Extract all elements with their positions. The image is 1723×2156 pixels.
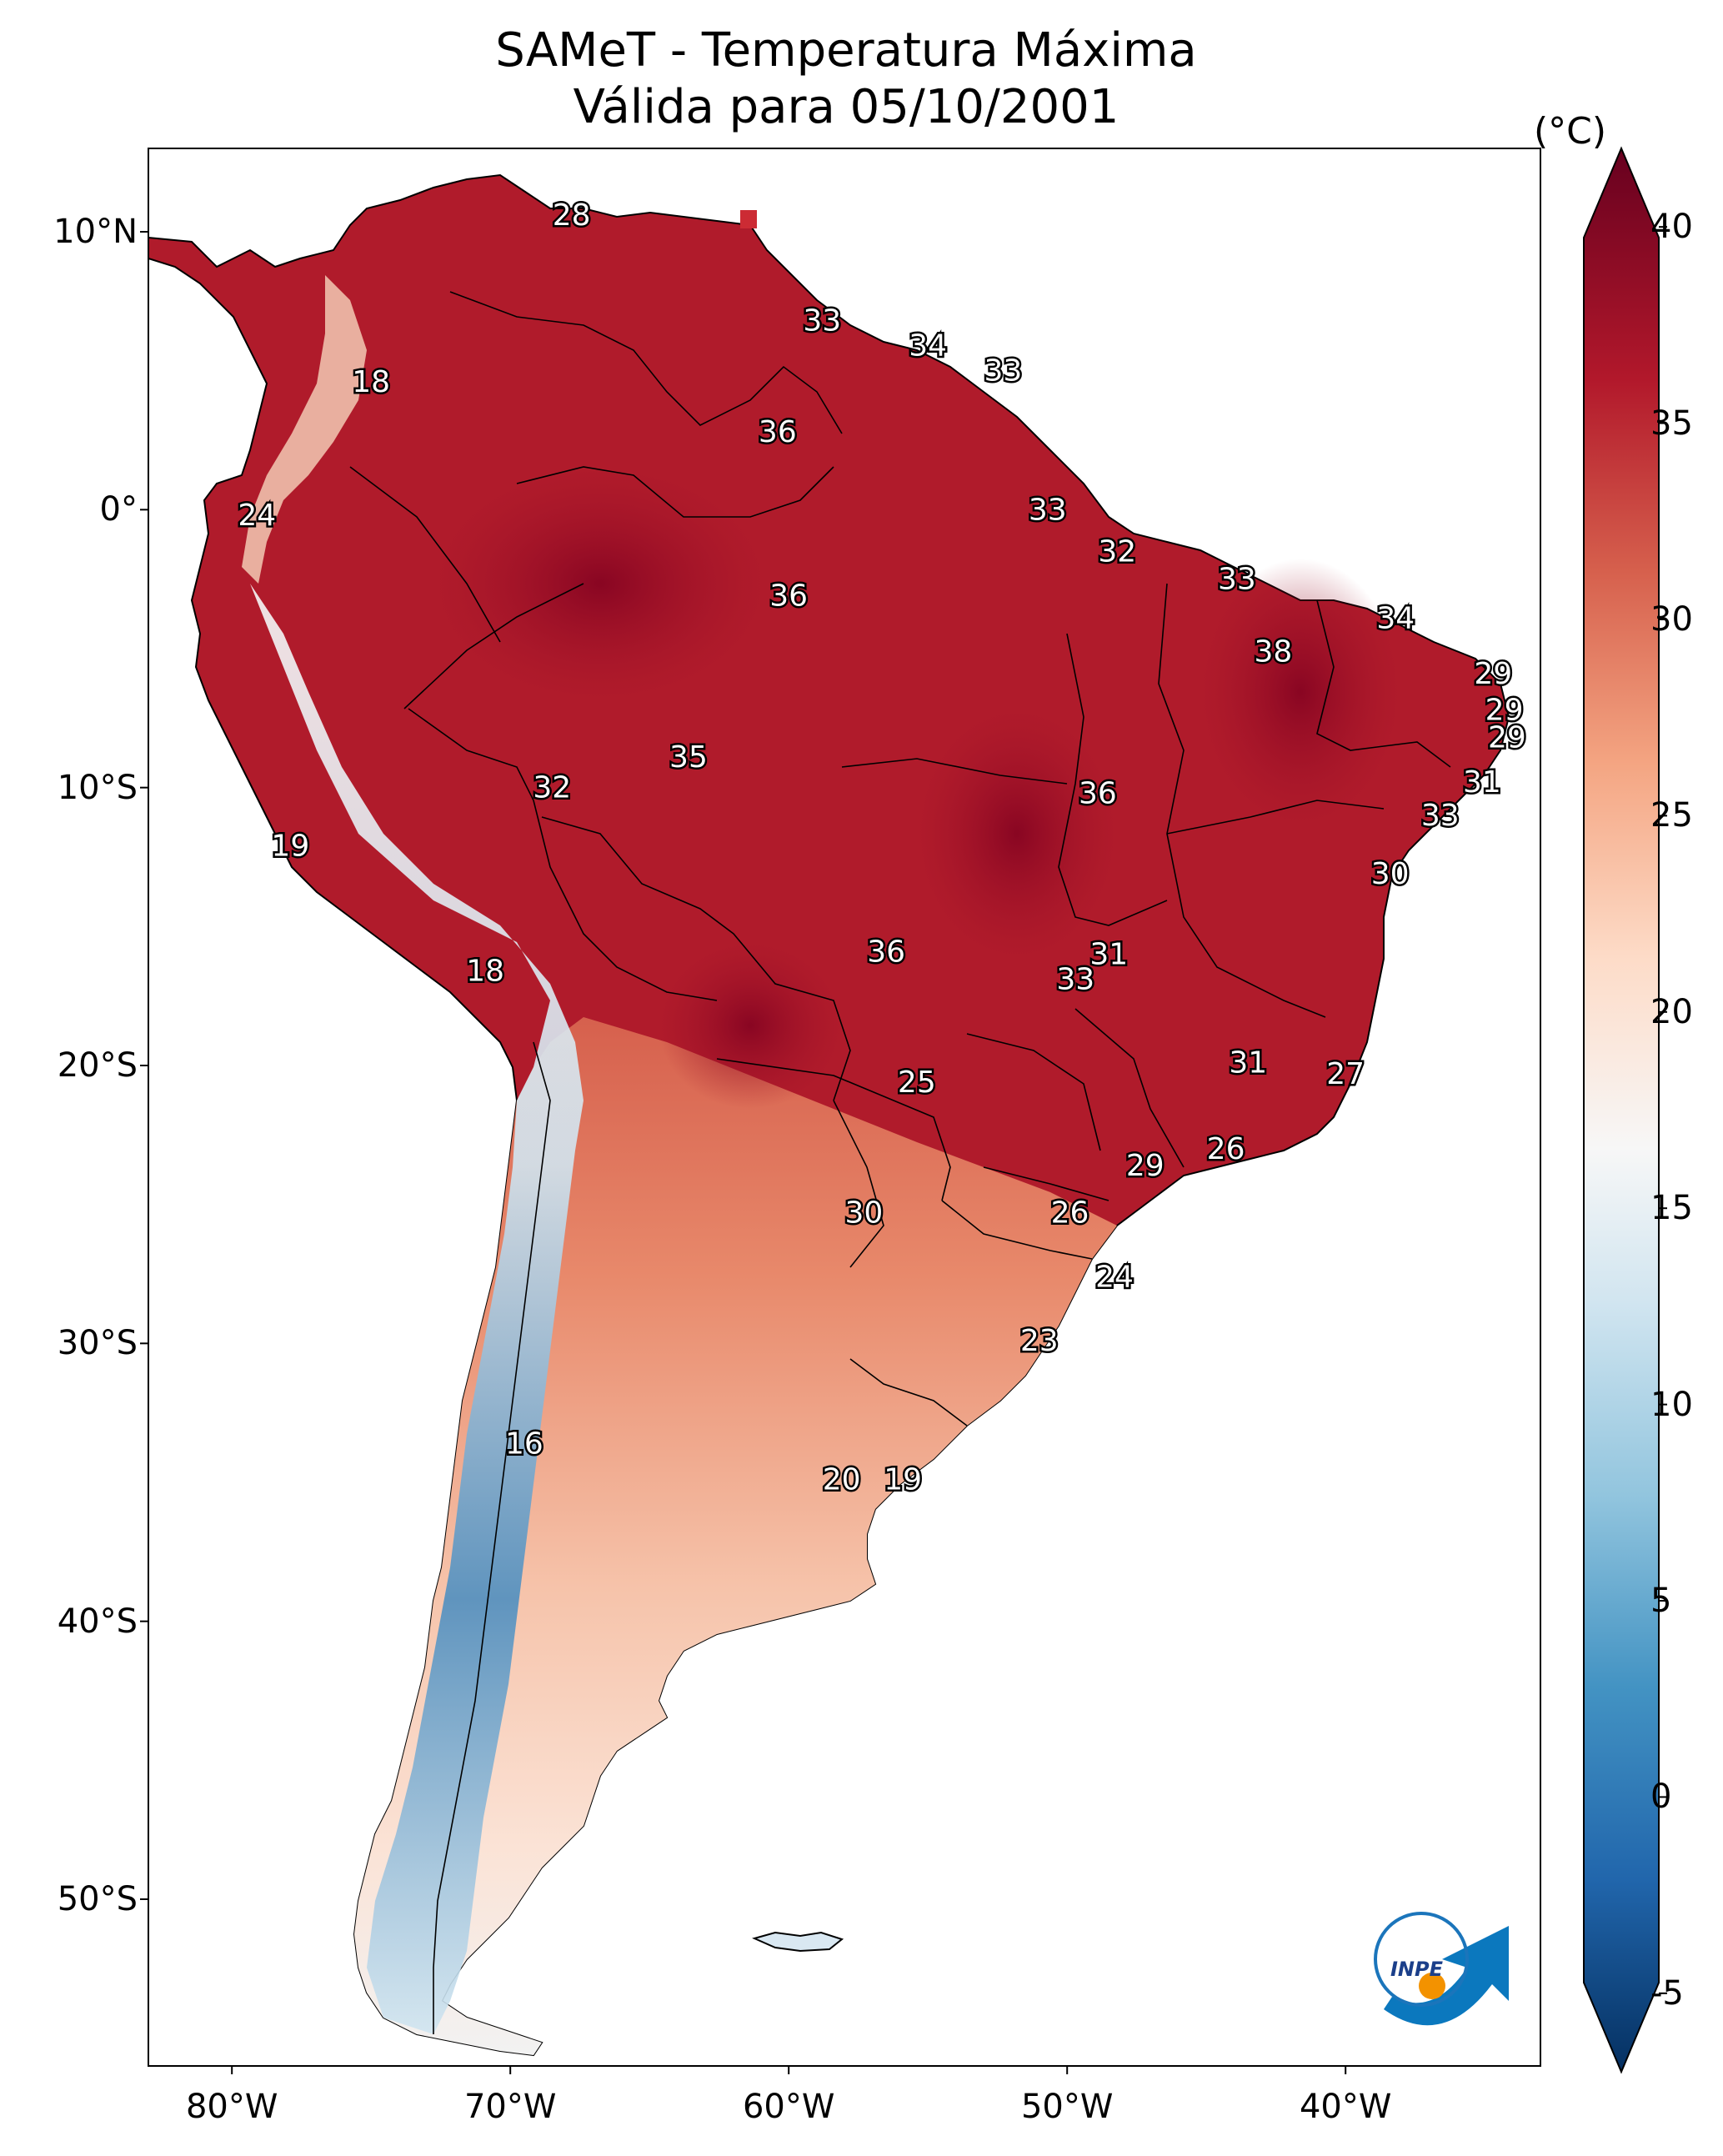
lat-label: 10°S <box>57 768 138 807</box>
northern-andes-cool-band <box>242 275 367 584</box>
temperature-label: 31 <box>1229 1046 1267 1081</box>
continent-land <box>148 173 1510 2057</box>
temperature-label: 33 <box>984 354 1022 389</box>
temperature-label: 36 <box>769 579 808 614</box>
colorbar-ticks <box>1659 226 1667 1994</box>
colorbar <box>1583 146 1667 2074</box>
temperature-label: 38 <box>1254 634 1292 669</box>
colorbar-tick-label: 25 <box>1650 796 1693 835</box>
falkland-islands <box>752 1931 844 1953</box>
temperature-label: 29 <box>1474 657 1512 691</box>
lat-label: 30°S <box>57 1324 138 1363</box>
temperature-label: 33 <box>1218 563 1256 597</box>
temperature-label: 29 <box>1488 721 1526 755</box>
temperature-label: 36 <box>867 935 905 969</box>
colorbar-tick-label: 20 <box>1650 992 1693 1031</box>
colorbar-tick-label: 40 <box>1650 208 1693 247</box>
temperature-label: 32 <box>533 771 571 805</box>
colorbar-tick-label: 10 <box>1650 1385 1693 1424</box>
hotspot-chaco <box>659 942 842 1109</box>
colorbar-tick-label: 0 <box>1650 1777 1672 1817</box>
temperature-label: 36 <box>1079 776 1117 810</box>
longitude-ticks <box>231 2066 1347 2074</box>
temperature-label: 29 <box>1485 693 1524 727</box>
inpe-logo-ring <box>1374 1912 1469 2007</box>
lat-label: 40°S <box>57 1602 138 1641</box>
inpe-logo-text: INPE <box>1390 1958 1444 1981</box>
colorbar-unit: (°C) <box>1534 110 1607 153</box>
temperature-label: 19 <box>271 830 309 864</box>
temperature-label: 26 <box>1051 1196 1089 1231</box>
temperature-label: 32 <box>1098 534 1136 569</box>
temperature-label: 27 <box>1326 1057 1365 1091</box>
lon-label: 50°W <box>1020 2088 1114 2126</box>
temperature-label: 33 <box>803 304 841 338</box>
inpe-logo-sun <box>1419 1973 1445 1999</box>
inpe-logo-swoosh <box>1384 1926 1509 2026</box>
colorbar-body <box>1583 146 1660 2074</box>
lat-label: 10°N <box>53 213 138 251</box>
temperature-label: 33 <box>1029 493 1067 527</box>
temperature-label: 19 <box>884 1463 922 1497</box>
temperature-label: 31 <box>1463 765 1501 800</box>
lon-label: 40°W <box>1299 2088 1392 2126</box>
country-borders <box>349 291 1451 2034</box>
colorbar-tick-label: 5 <box>1650 1582 1672 1621</box>
hotspot-central <box>917 709 1117 959</box>
trinidad-island <box>740 210 757 228</box>
andes-cold-band <box>250 584 584 2034</box>
lat-label: 0° <box>99 490 138 529</box>
map-axes-frame <box>148 148 1541 2067</box>
temperature-label: 29 <box>1126 1149 1165 1183</box>
temperature-label: 34 <box>909 329 947 364</box>
colorbar-tick-label: 30 <box>1650 599 1693 639</box>
temperature-label: 24 <box>1095 1260 1134 1294</box>
temperature-label: 23 <box>1020 1324 1059 1358</box>
colorbar-tick-label: -5 <box>1650 1973 1684 2013</box>
hotspot-northeast <box>1200 559 1400 825</box>
temperature-label: 30 <box>1371 857 1410 891</box>
lon-label: 80°W <box>185 2088 278 2126</box>
temperature-label: 18 <box>466 955 504 989</box>
temperature-label: 25 <box>898 1065 936 1100</box>
temperature-label: 35 <box>669 740 708 775</box>
temperature-label: 36 <box>759 415 797 449</box>
map-title: SAMeT - Temperatura Máxima <box>495 23 1197 78</box>
map-subtitle: Válida para 05/10/2001 <box>573 80 1119 134</box>
lon-label: 70°W <box>463 2088 557 2126</box>
lon-label: 60°W <box>742 2088 835 2126</box>
temperature-label: 26 <box>1207 1132 1245 1166</box>
hotspot-amazon <box>433 467 767 700</box>
colorbar-tick-label: 15 <box>1650 1189 1693 1228</box>
latitude-ticks <box>140 231 148 1900</box>
temperature-label: 18 <box>352 365 390 399</box>
lat-label: 50°S <box>57 1880 138 1918</box>
temperature-label: 16 <box>505 1426 543 1461</box>
colorbar-tick-label: 35 <box>1650 404 1693 443</box>
temperature-label: 30 <box>844 1196 883 1231</box>
inpe-logo: INPE <box>1374 1912 1509 2026</box>
lat-label: 20°S <box>57 1046 138 1085</box>
temperature-label: 34 <box>1376 601 1415 635</box>
temperature-label: 24 <box>238 499 276 533</box>
temperature-label: 33 <box>1421 799 1460 833</box>
temperature-label: 33 <box>1056 963 1094 997</box>
temperature-label: 28 <box>553 198 591 233</box>
temperature-label: 20 <box>823 1463 861 1497</box>
temperature-label: 31 <box>1089 938 1128 972</box>
